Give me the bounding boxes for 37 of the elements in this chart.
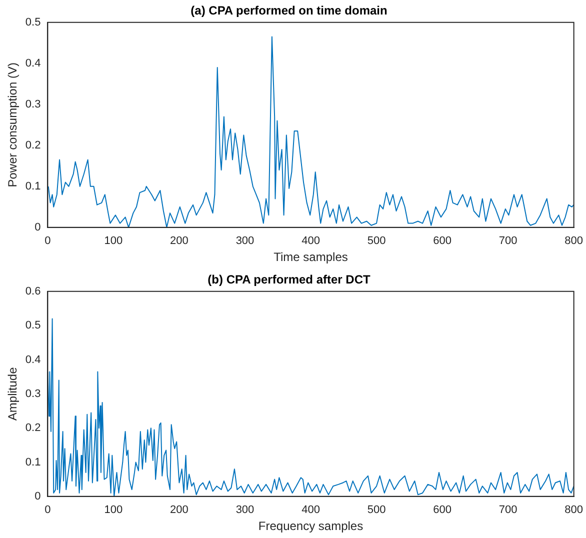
x-tick-label: 700: [498, 504, 518, 516]
y-tick-label: 0.2: [25, 139, 41, 152]
x-axis-title: Frequency samples: [258, 519, 364, 534]
x-tick-label: 800: [564, 235, 584, 248]
y-tick-label: 0: [34, 221, 41, 234]
x-tick-label: 300: [236, 235, 254, 248]
y-tick-label: 0.5: [25, 320, 41, 332]
x-tick-label: 600: [433, 504, 452, 516]
x-axis-title: Time samples: [274, 250, 348, 264]
x-tick-label: 500: [367, 235, 386, 248]
x-tick-label: 0: [44, 504, 51, 516]
x-tick-label: 100: [104, 235, 123, 248]
x-tick-label: 200: [170, 504, 188, 516]
x-tick-label: 800: [564, 504, 584, 516]
y-tick-label: 0.5: [25, 16, 41, 28]
y-tick-label: 0.4: [25, 354, 41, 366]
x-tick-label: 600: [433, 235, 452, 248]
x-tick-label: 100: [104, 504, 123, 516]
x-tick-label: 500: [367, 504, 386, 516]
x-tick-label: 300: [236, 504, 254, 516]
y-tick-label: 0: [34, 490, 41, 502]
y-tick-label: 0.3: [25, 388, 41, 400]
y-axis-title: Amplitude: [6, 366, 20, 421]
x-tick-label: 700: [498, 235, 518, 248]
y-tick-label: 0.4: [25, 57, 41, 70]
x-tick-label: 400: [302, 504, 320, 516]
x-tick-label: 200: [170, 235, 188, 248]
y-tick-label: 0.3: [25, 98, 41, 110]
y-axis-title: Power consumption (V): [6, 62, 20, 188]
y-tick-label: 0.6: [25, 285, 41, 298]
x-tick-label: 0: [44, 235, 51, 248]
y-tick-label: 0.2: [25, 422, 41, 434]
y-tick-label: 0.1: [25, 180, 41, 192]
chart-title: (a) CPA performed on time domain: [190, 4, 388, 18]
x-tick-label: 400: [302, 235, 320, 248]
chart-title: (b) CPA performed after DCT: [208, 272, 371, 287]
y-tick-label: 0.1: [25, 456, 41, 468]
